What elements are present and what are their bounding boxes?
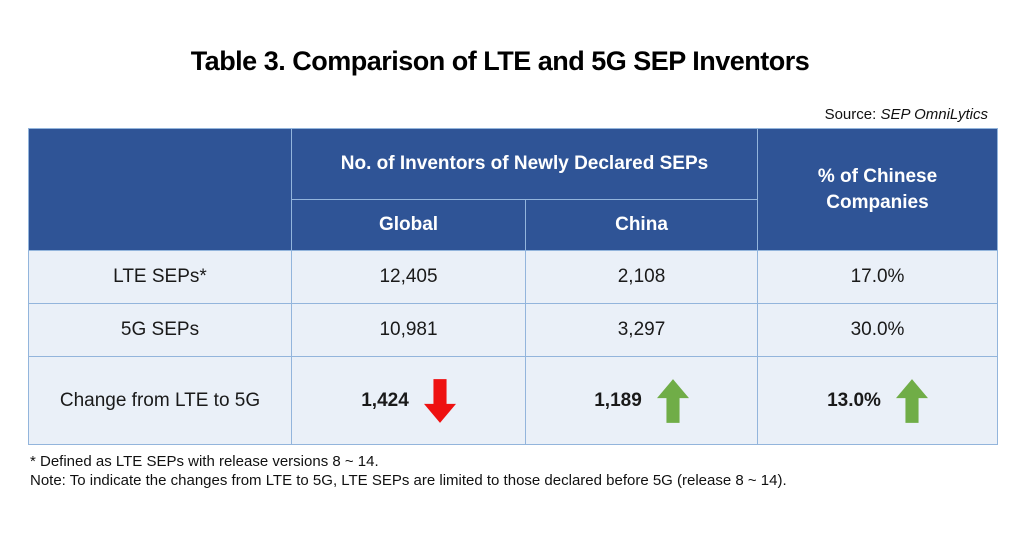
change-pct-value: 13.0% (827, 389, 881, 411)
footnotes: * Defined as LTE SEPs with release versi… (30, 452, 787, 490)
comparison-table: No. of Inventors of Newly Declared SEPs … (28, 128, 998, 445)
up-arrow-icon (895, 378, 928, 423)
row-change-pct: 13.0% (758, 357, 997, 444)
header-group-inventors: No. of Inventors of Newly Declared SEPs (292, 129, 758, 200)
source-prefix: Source: (824, 106, 881, 123)
source-name: SEP OmniLytics (880, 106, 988, 123)
row-change-global: 1,424 (292, 357, 526, 444)
down-arrow-icon (423, 378, 456, 423)
row-change-label: Change from LTE to 5G (29, 357, 292, 444)
row-lte-global: 12,405 (292, 251, 526, 304)
header-sub-global: Global (292, 200, 526, 251)
row-5g-label: 5G SEPs (29, 304, 292, 357)
header-pct-chinese-companies: % of Chinese Companies (758, 129, 997, 251)
row-change-china: 1,189 (526, 357, 758, 444)
up-arrow-icon (656, 378, 689, 423)
row-lte-china: 2,108 (526, 251, 758, 304)
header-corner-cell (29, 129, 292, 251)
footnote-asterisk: * Defined as LTE SEPs with release versi… (30, 453, 379, 470)
row-5g-global: 10,981 (292, 304, 526, 357)
source-line: Source: SEP OmniLytics (825, 106, 988, 123)
page-title: Table 3. Comparison of LTE and 5G SEP In… (190, 46, 810, 76)
row-lte-pct: 17.0% (758, 251, 997, 304)
header-sub-china: China (526, 200, 758, 251)
footnote-note: Note: To indicate the changes from LTE t… (30, 472, 787, 489)
row-5g-china: 3,297 (526, 304, 758, 357)
row-lte-label: LTE SEPs* (29, 251, 292, 304)
row-5g-pct: 30.0% (758, 304, 997, 357)
change-china-value: 1,189 (594, 389, 642, 411)
change-global-value: 1,424 (361, 389, 409, 411)
